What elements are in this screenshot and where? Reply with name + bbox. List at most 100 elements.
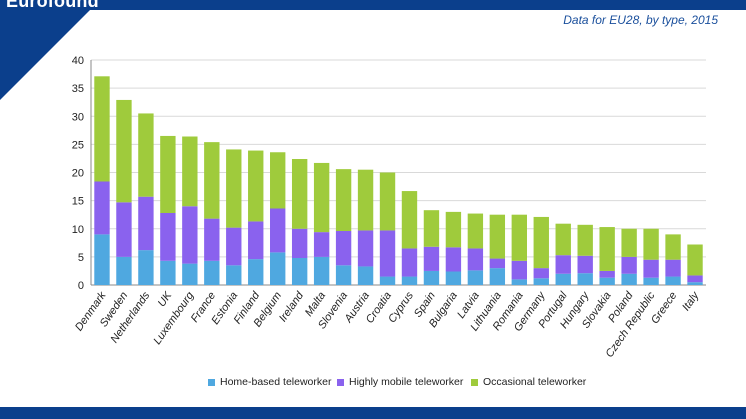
bar-segment (445, 211, 462, 248)
bottom-band (0, 407, 746, 419)
corner-decoration (0, 0, 100, 100)
bar-segment (533, 268, 549, 279)
bar-segment (643, 277, 659, 285)
bar-segment (204, 260, 220, 285)
bar-segment (226, 265, 242, 285)
legend-item-mobile: Highly mobile teleworker (337, 376, 463, 388)
bar-segment (445, 247, 462, 272)
bar-segment (445, 271, 462, 285)
bar-segment (291, 228, 308, 258)
bar-segment (511, 214, 527, 261)
bar-segment (248, 259, 264, 286)
top-band (0, 0, 746, 10)
bar-segment (313, 232, 330, 257)
x-tick-label: Italy (680, 289, 702, 314)
brand-logo-text: Eurofound (6, 0, 99, 11)
bar-segment (401, 276, 418, 285)
bar-segment (599, 270, 615, 278)
bar-segment (489, 214, 506, 259)
legend-swatch-mobile (337, 378, 344, 386)
bar-segment (138, 196, 154, 251)
bar-segment (160, 260, 176, 285)
bar-segment (401, 191, 418, 249)
bar-segment (533, 278, 549, 285)
bar-segment (270, 208, 286, 253)
bar-segment (313, 162, 330, 233)
bar-segment (335, 231, 352, 266)
bar-segment (687, 275, 703, 283)
bar-segment (270, 152, 286, 209)
bar-segment (687, 282, 703, 285)
bar-segment (160, 213, 176, 261)
bar-segment (621, 256, 637, 274)
bar-segment (665, 276, 681, 285)
y-tick-label: 30 (72, 111, 84, 123)
y-tick-label: 5 (78, 252, 84, 264)
bar-segment (401, 248, 418, 277)
bar-segment (555, 255, 571, 274)
legend-swatch-occasional (471, 378, 478, 386)
legend-label-mobile: Highly mobile teleworker (349, 376, 464, 388)
bar-segment (291, 159, 308, 229)
legend-label-occasional: Occasional teleworker (483, 376, 587, 388)
bar-segment (138, 113, 154, 197)
bar-segment (226, 227, 242, 266)
bar-segment (94, 234, 110, 286)
bar-segment (423, 246, 440, 271)
bar-segment (94, 181, 110, 235)
bar-segment (577, 273, 593, 285)
bar-segment (335, 265, 352, 285)
bar-segment (379, 276, 396, 285)
bar-segment (270, 252, 286, 286)
bar-segment (160, 135, 176, 213)
stacked-bar-chart: 0510152025303540DenmarkSwedenNetherlands… (72, 55, 706, 360)
bar-segment (577, 255, 593, 274)
bar-segment (204, 218, 220, 261)
bar-segment (116, 256, 132, 286)
bar-segment (423, 210, 440, 247)
bar-segment (226, 149, 242, 228)
bar-segment (665, 259, 681, 277)
y-tick-label: 40 (72, 55, 84, 67)
y-tick-label: 0 (78, 280, 84, 292)
y-tick-label: 25 (72, 139, 84, 151)
y-tick-label: 35 (72, 83, 84, 95)
y-tick-label: 10 (72, 224, 84, 236)
bar-segment (379, 230, 396, 277)
bar-segment (335, 169, 352, 232)
x-tick-label: UK (156, 289, 175, 309)
bar-segment (138, 250, 154, 286)
bar-segment (182, 263, 198, 286)
bar-segment (599, 277, 615, 285)
bar-segment (116, 99, 132, 203)
bar-segment (357, 266, 374, 285)
bar-segment (423, 270, 440, 285)
bar-segment (116, 202, 132, 257)
bar-segment (489, 258, 506, 269)
bar-segment (357, 230, 374, 267)
bar-segment (379, 172, 396, 231)
bar-segment (313, 256, 330, 286)
bar-segment (643, 259, 659, 278)
bar-segment (467, 270, 484, 286)
chart-subtitle: Data for EU28, by type, 2015 (563, 13, 718, 27)
legend-swatch-home (208, 378, 215, 386)
legend-item-occasional: Occasional teleworker (471, 376, 586, 388)
bar-segment (357, 169, 374, 231)
bar-segment (467, 248, 484, 271)
bar-segment (182, 206, 198, 264)
bar-segment (248, 221, 264, 260)
bar-segment (555, 273, 571, 285)
y-tick-label: 15 (72, 196, 84, 208)
bar-segment (643, 228, 659, 260)
chart-legend: Home-based teleworker Highly mobile tele… (0, 376, 746, 392)
bar-segment (621, 228, 637, 257)
legend-label-home: Home-based teleworker (220, 376, 332, 388)
x-tick-label: Ireland (277, 289, 307, 324)
bar-segment (533, 216, 549, 269)
y-tick-label: 20 (72, 168, 84, 180)
bar-segment (248, 150, 264, 222)
bar-segment (291, 258, 308, 285)
bar-segment (555, 223, 571, 256)
bar-segment (182, 136, 198, 207)
